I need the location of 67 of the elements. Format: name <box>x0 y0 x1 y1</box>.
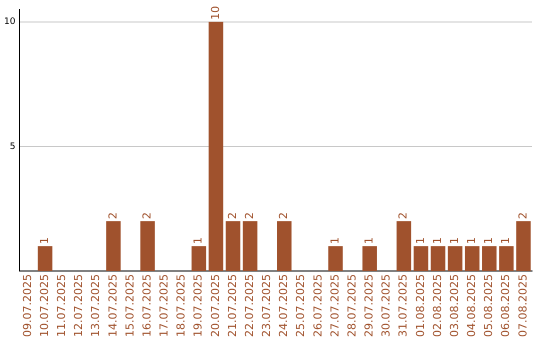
x-tick-label: 28.07.2025 <box>345 274 358 338</box>
x-tick-label: 30.07.2025 <box>380 274 393 338</box>
data-label: 2 <box>242 212 256 220</box>
x-tick-label: 02.08.2025 <box>430 274 444 338</box>
bar <box>140 221 155 272</box>
x-tick-label: 03.08.2025 <box>448 274 461 338</box>
x-tick-label: 17.07.2025 <box>158 274 171 338</box>
x-tick-label: 26.07.2025 <box>311 274 324 338</box>
data-label: 1 <box>38 237 51 244</box>
x-tick-label: 11.07.2025 <box>55 274 68 338</box>
data-label: 1 <box>430 237 444 244</box>
bar <box>448 246 462 272</box>
x-tick-label: 04.08.2025 <box>465 274 478 338</box>
x-tick-label: 09.07.2025 <box>20 274 34 338</box>
x-tick-label: 27.07.2025 <box>328 274 342 338</box>
bar <box>208 22 224 272</box>
x-tick-label: 31.07.2025 <box>396 274 410 338</box>
x-tick-label: 19.07.2025 <box>192 274 205 338</box>
bar <box>226 221 240 272</box>
data-label: 1 <box>482 237 496 244</box>
x-tick-label: 18.07.2025 <box>174 274 188 338</box>
x-tick-label: 01.08.2025 <box>414 274 427 338</box>
bar <box>414 246 428 272</box>
bar <box>328 246 343 272</box>
bar <box>396 221 412 272</box>
bar <box>516 221 531 272</box>
bar <box>38 246 52 272</box>
x-tick-label: 15.07.2025 <box>123 274 136 338</box>
x-tick-label: 29.07.2025 <box>362 274 376 338</box>
bar <box>106 221 121 272</box>
x-tick-label: 14.07.2025 <box>106 274 120 338</box>
x-tick-label: 21.07.2025 <box>226 274 239 338</box>
data-label: 2 <box>140 212 154 220</box>
x-tick-label: 06.08.2025 <box>499 274 512 338</box>
x-tick-label: 25.07.2025 <box>294 274 308 338</box>
data-label: 10 <box>208 6 222 20</box>
x-tick-label: 12.07.2025 <box>72 274 86 338</box>
data-label: 1 <box>465 237 478 244</box>
bar <box>362 246 377 272</box>
x-tick-label: 24.07.2025 <box>277 274 290 338</box>
bar <box>499 246 514 272</box>
bar <box>277 221 292 272</box>
x-tick-label: 10.07.2025 <box>38 274 51 338</box>
bar <box>464 246 480 272</box>
bar <box>430 246 446 272</box>
data-label: 1 <box>362 237 376 244</box>
x-tick-label: 07.08.2025 <box>516 274 530 338</box>
data-label: 2 <box>277 212 290 220</box>
data-label: 1 <box>328 237 342 244</box>
data-label: 1 <box>448 237 461 244</box>
data-label: 1 <box>499 237 512 244</box>
data-label: 2 <box>106 212 120 220</box>
x-tick-label: 16.07.2025 <box>140 274 154 338</box>
y-tick-label: 5 <box>10 142 16 152</box>
data-label: 2 <box>516 212 530 220</box>
bar <box>482 246 497 272</box>
bar <box>192 246 206 272</box>
x-tick-label: 22.07.2025 <box>242 274 256 338</box>
bar <box>242 221 258 272</box>
x-tick-label: 05.08.2025 <box>482 274 496 338</box>
data-label: 1 <box>192 237 205 244</box>
data-label: 2 <box>226 212 239 220</box>
x-tick-label: 20.07.2025 <box>208 274 222 338</box>
x-tick-label: 23.07.2025 <box>260 274 274 338</box>
data-label: 2 <box>396 212 410 220</box>
x-tick-label: 13.07.2025 <box>89 274 102 338</box>
data-label: 1 <box>414 237 427 244</box>
